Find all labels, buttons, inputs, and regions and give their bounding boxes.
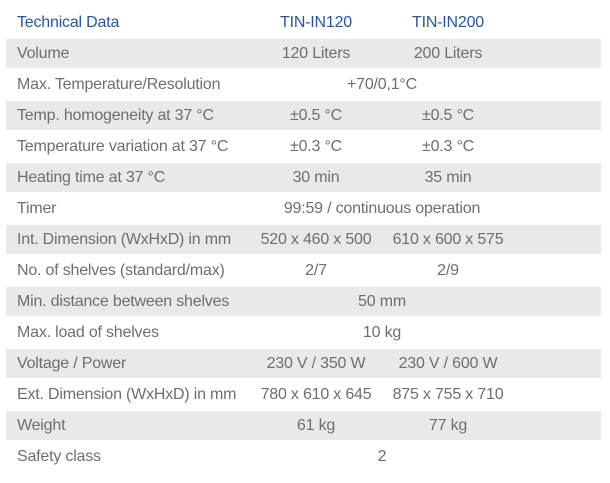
table-row: Safety class 2 — [6, 442, 601, 471]
table-row: Max. load of shelves 10 kg — [6, 318, 601, 347]
spec-value-both-models: 99:59 / continuous operation — [283, 199, 481, 217]
spec-label: Voltage / Power — [17, 354, 127, 372]
spec-value-model-1: 30 min — [292, 168, 340, 186]
table-row: Ext. Dimension (WxHxD) in mm 780 x 610 x … — [6, 380, 601, 409]
table-row: Temp. homogeneity at 37 °C ±0.5 °C ±0.5 °C — [6, 101, 601, 130]
table-row: Timer 99:59 / continuous operation — [6, 194, 601, 223]
column-header-model-1: TIN-IN120 — [280, 13, 352, 31]
spec-label: Volume — [17, 44, 70, 62]
spec-value-model-1: 520 x 460 x 500 — [260, 230, 372, 248]
spec-value-both-models: 10 kg — [362, 323, 402, 341]
table-title: Technical Data — [17, 13, 120, 31]
spec-value-both-models: +70/0,1°C — [347, 75, 417, 93]
table-row: Heating time at 37 °C 30 min 35 min — [6, 163, 601, 192]
column-header-model-2: TIN-IN200 — [412, 13, 484, 31]
spec-label: Max. Temperature/Resolution — [17, 75, 221, 93]
spec-label: Weight — [17, 416, 66, 434]
table-row: Temperature variation at 37 °C ±0.3 °C ±0.… — [6, 132, 601, 161]
spec-value-model-2: 2/9 — [437, 261, 459, 279]
technical-data-table: Technical Data TIN-IN120 TIN-IN200 Volum… — [6, 8, 601, 473]
spec-value-model-2: ±0.5 °C — [421, 106, 475, 124]
spec-value-model-2: 200 Liters — [413, 44, 483, 62]
spec-value-both-models: 2 — [377, 447, 387, 465]
spec-label: Int. Dimension (WxHxD) in mm — [17, 230, 231, 248]
spec-value-model-1: 2/7 — [305, 261, 327, 279]
table-row: Int. Dimension (WxHxD) in mm 520 x 460 x … — [6, 225, 601, 254]
table-row: Volume 120 Liters 200 Liters — [6, 39, 601, 68]
spec-value-model-2: 610 x 600 x 575 — [392, 230, 504, 248]
table-row: No. of shelves (standard/max) 2/7 2/9 — [6, 256, 601, 285]
spec-value-model-1: 780 x 610 x 645 — [260, 385, 372, 403]
spec-label: Max. load of shelves — [17, 323, 159, 341]
table-row: Voltage / Power 230 V / 350 W 230 V / 600 … — [6, 349, 601, 378]
spec-label: Heating time at 37 °C — [17, 168, 166, 186]
spec-label: Temperature variation at 37 °C — [17, 137, 229, 155]
spec-value-model-2: ±0.3 °C — [421, 137, 475, 155]
spec-value-model-2: 875 x 755 x 710 — [392, 385, 504, 403]
spec-value-model-1: 230 V / 350 W — [266, 354, 366, 372]
spec-value-model-2: 230 V / 600 W — [398, 354, 498, 372]
table-body: Volume 120 Liters 200 Liters Max. Temperatu… — [6, 39, 601, 471]
spec-value-both-models: 50 mm — [358, 292, 406, 310]
spec-value-model-2: 35 min — [424, 168, 472, 186]
spec-label: Ext. Dimension (WxHxD) in mm — [17, 385, 237, 403]
spec-label: Timer — [17, 199, 57, 217]
spec-value-model-1: ±0.3 °C — [289, 137, 343, 155]
table-row: Weight 61 kg 77 kg — [6, 411, 601, 440]
spec-value-model-1: ±0.5 °C — [289, 106, 343, 124]
spec-label: No. of shelves (standard/max) — [17, 261, 225, 279]
spec-value-model-1: 61 kg — [296, 416, 336, 434]
spec-label: Min. distance between shelves — [17, 292, 230, 310]
spec-value-model-1: 120 Liters — [281, 44, 351, 62]
table-row: Min. distance between shelves 50 mm — [6, 287, 601, 316]
table-header-row: Technical Data TIN-IN120 TIN-IN200 — [6, 8, 601, 37]
table-row: Max. Temperature/Resolution +70/0,1°C — [6, 70, 601, 99]
spec-label: Safety class — [17, 447, 101, 465]
spec-value-model-2: 77 kg — [428, 416, 468, 434]
spec-label: Temp. homogeneity at 37 °C — [17, 106, 214, 124]
